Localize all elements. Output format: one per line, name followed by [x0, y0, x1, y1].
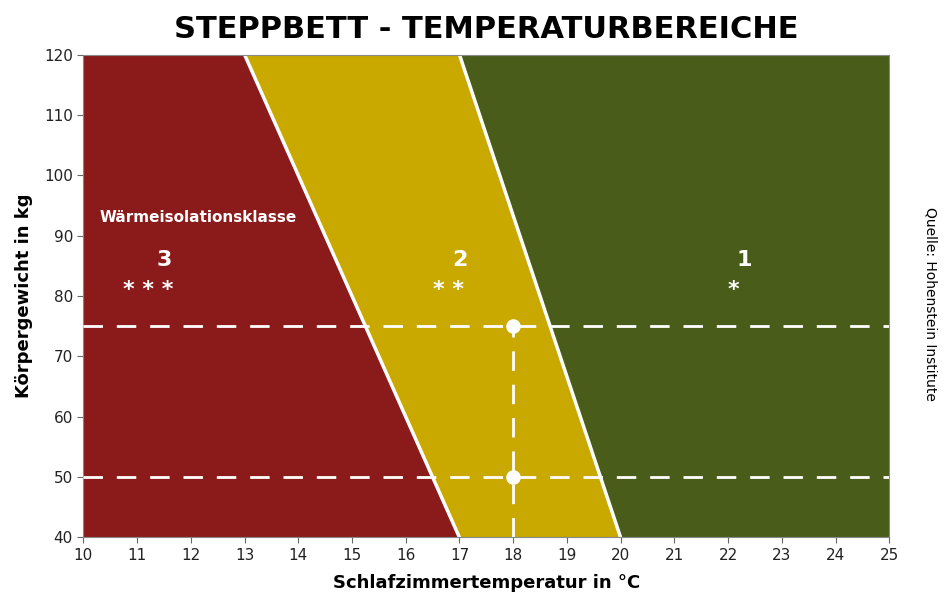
- Text: 1: 1: [737, 250, 752, 270]
- Polygon shape: [459, 55, 889, 537]
- Polygon shape: [83, 55, 459, 537]
- Text: 2: 2: [452, 250, 467, 270]
- Text: Quelle: Hohenstein Institute: Quelle: Hohenstein Institute: [923, 206, 938, 401]
- Y-axis label: Körpergewicht in kg: Körpergewicht in kg: [15, 194, 33, 398]
- X-axis label: Schlafzimmertemperatur in °C: Schlafzimmertemperatur in °C: [332, 574, 640, 592]
- Polygon shape: [244, 55, 620, 537]
- Title: STEPPBETT - TEMPERATURBEREICHE: STEPPBETT - TEMPERATURBEREICHE: [174, 15, 798, 44]
- Text: * * *: * * *: [123, 280, 173, 300]
- Text: * *: * *: [433, 280, 464, 300]
- Text: Wärmeisolationsklasse: Wärmeisolationsklasse: [99, 210, 296, 225]
- Text: 3: 3: [156, 250, 171, 270]
- Text: *: *: [727, 280, 740, 300]
